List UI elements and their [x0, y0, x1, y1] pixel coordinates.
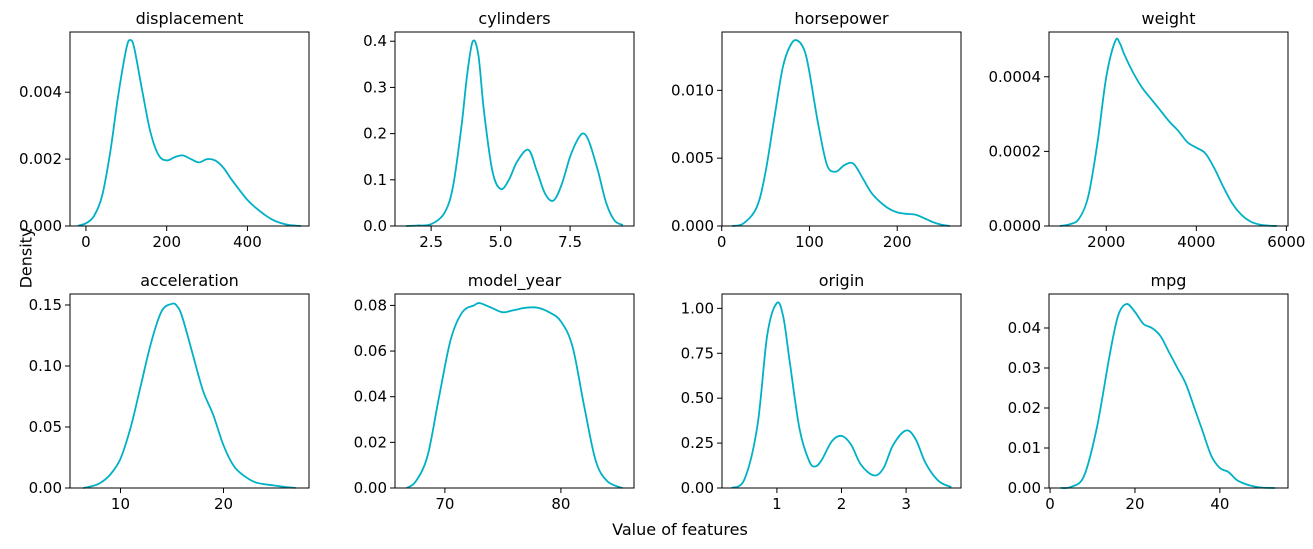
density-curve [1060, 303, 1276, 489]
x-tick-label: 80 [551, 495, 570, 513]
y-tick-label: 0.04 [1008, 319, 1041, 337]
y-tick-label: 0.05 [29, 418, 62, 436]
axes-frame [69, 31, 310, 227]
subplot-title: horsepower [794, 9, 889, 28]
y-tick-label: 0.002 [19, 150, 62, 168]
y-tick-label: 0.01 [1008, 439, 1041, 457]
x-tick-label: 2 [837, 495, 847, 513]
x-tick-label: 100 [795, 233, 824, 251]
y-tick-label: 0.005 [671, 149, 714, 167]
density-curve [406, 302, 623, 489]
y-tick-label: 0.4 [363, 32, 387, 50]
subplot-title: weight [1142, 9, 1196, 28]
density-curve [731, 301, 952, 489]
subplot-mpg: mpg 0.00 0.01 0.02 0.03 0.04 0 20 40 [1008, 271, 1289, 513]
y-tick-label: 0.0002 [989, 142, 1042, 160]
x-tick-label: 6000 [1267, 233, 1305, 251]
subplot-title: mpg [1151, 271, 1187, 290]
y-tick-label: 0.0000 [989, 217, 1042, 235]
axes-frame [1048, 293, 1289, 489]
x-tick-label: 3 [901, 495, 911, 513]
y-tick-label: 0.00 [29, 479, 62, 497]
density-curve [1059, 37, 1277, 227]
y-tick-label: 0.03 [1008, 359, 1041, 377]
x-tick-label: 40 [1210, 495, 1229, 513]
density-curve [406, 39, 624, 227]
y-tick-label: 0.02 [1008, 399, 1041, 417]
y-tick-label: 0.3 [363, 78, 387, 96]
x-tick-label: 2.5 [419, 233, 443, 251]
x-tick-label: 5.0 [489, 233, 513, 251]
x-tick-label: 0 [81, 233, 91, 251]
axes-frame [721, 293, 962, 489]
subplot-title: origin [819, 271, 865, 290]
y-tick-label: 0.1 [363, 171, 387, 189]
subplot-displacement: displacement 0.000 0.002 0.004 0 200 400 [19, 9, 310, 251]
y-tick-label: 0.10 [29, 357, 62, 375]
subplot-title: acceleration [140, 271, 239, 290]
axes-frame [394, 293, 635, 489]
x-tick-label: 0 [1045, 495, 1055, 513]
y-tick-label: 0.08 [354, 296, 387, 314]
x-tick-label: 20 [214, 495, 233, 513]
subplot-weight: weight 0.0000 0.0002 0.0004 2000 4000 6000 [989, 9, 1306, 251]
subplot-origin: origin 0.00 0.25 0.50 0.75 1.00 1 2 3 [681, 271, 962, 513]
y-tick-label: 0.0004 [989, 68, 1042, 86]
subplot-horsepower: horsepower 0.000 0.005 0.010 0 100 200 [671, 9, 962, 251]
y-tick-label: 0.2 [363, 125, 387, 143]
y-tick-label: 0.000 [671, 217, 714, 235]
axes-frame [721, 31, 962, 227]
x-tick-label: 1 [772, 495, 782, 513]
y-tick-label: 0.15 [29, 296, 62, 314]
subplot-title: cylinders [478, 9, 550, 28]
y-tick-label: 0.000 [19, 217, 62, 235]
y-tick-label: 0.00 [681, 479, 714, 497]
y-tick-label: 1.00 [681, 299, 714, 317]
y-tick-label: 0.04 [354, 388, 387, 406]
x-tick-label: 20 [1125, 495, 1144, 513]
figure-ylabel: Density [17, 228, 36, 289]
subplot-cylinders: cylinders 0.0 0.1 0.2 0.3 0.4 2.5 5.0 7.5 [363, 9, 635, 251]
x-tick-label: 400 [233, 233, 262, 251]
x-tick-label: 200 [152, 233, 181, 251]
density-curve [731, 39, 951, 227]
y-tick-label: 0.00 [1008, 479, 1041, 497]
subplot-title: displacement [136, 9, 244, 28]
y-tick-label: 0.00 [354, 479, 387, 497]
axes-frame [1048, 31, 1289, 227]
y-tick-label: 0.06 [354, 342, 387, 360]
x-tick-label: 4000 [1177, 233, 1215, 251]
y-tick-label: 0.0 [363, 217, 387, 235]
y-tick-label: 0.02 [354, 433, 387, 451]
y-tick-label: 0.75 [681, 344, 714, 362]
y-tick-label: 0.010 [671, 81, 714, 99]
figure-xlabel: Value of features [612, 520, 748, 539]
x-tick-label: 0 [717, 233, 727, 251]
x-tick-label: 7.5 [558, 233, 582, 251]
subplot-acceleration: acceleration 0.00 0.05 0.10 0.15 10 20 [29, 271, 310, 513]
density-curve [83, 302, 296, 489]
axes-frame [394, 31, 635, 227]
subplot-title: model_year [468, 271, 562, 291]
y-tick-label: 0.50 [681, 389, 714, 407]
x-tick-label: 200 [883, 233, 912, 251]
x-tick-label: 10 [111, 495, 130, 513]
axes-frame [69, 293, 310, 489]
subplot-model-year: model_year 0.00 0.02 0.04 0.06 0.08 70 80 [354, 271, 635, 513]
y-tick-label: 0.004 [19, 83, 62, 101]
x-tick-label: 70 [435, 495, 454, 513]
y-tick-label: 0.25 [681, 434, 714, 452]
density-curve [77, 39, 302, 227]
x-tick-label: 2000 [1087, 233, 1125, 251]
